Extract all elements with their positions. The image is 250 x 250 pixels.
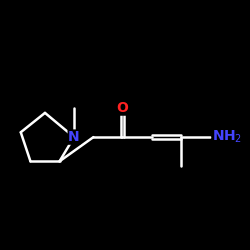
Text: N: N	[68, 130, 80, 144]
Text: O: O	[116, 101, 128, 115]
Text: NH$_2$: NH$_2$	[212, 129, 242, 145]
